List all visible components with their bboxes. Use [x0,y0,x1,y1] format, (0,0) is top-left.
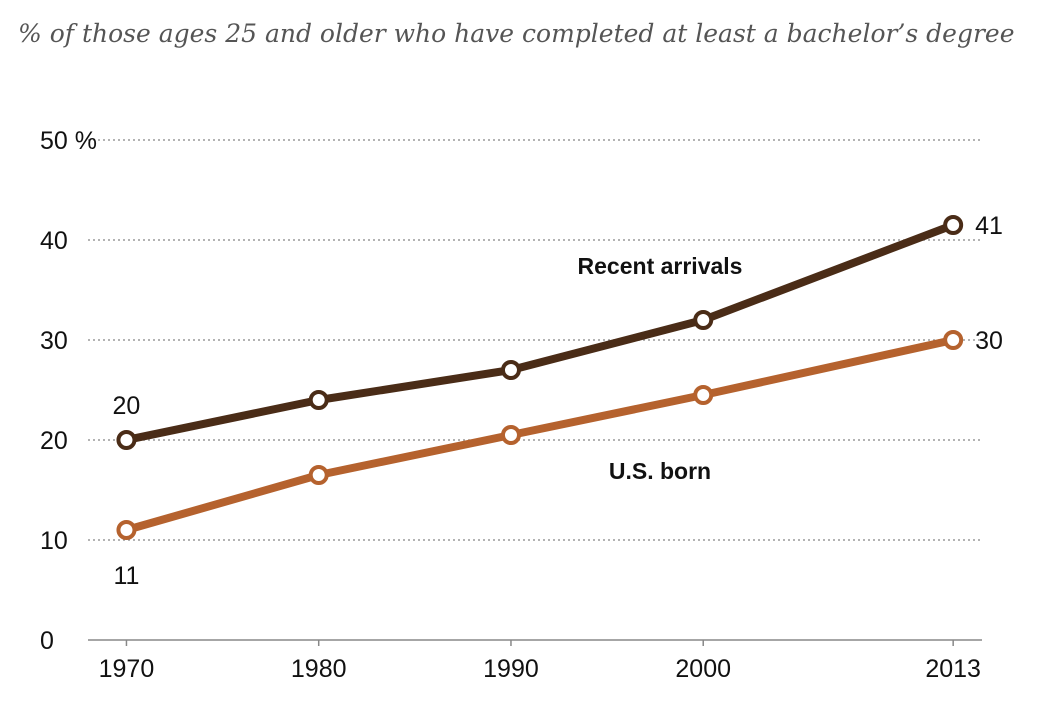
y-tick-label: 20 [40,427,68,455]
series-label-recent-arrivals: Recent arrivals [578,253,743,279]
x-axis-tick-labels: 1970 1980 1990 2000 2013 [99,640,981,683]
data-label-start: 11 [113,562,139,590]
data-point-marker [116,520,137,540]
y-tick-label: 30 [40,327,68,355]
data-label-start: 20 [113,392,141,420]
x-tick-label: 2013 [925,655,981,683]
y-tick-label: 10 [40,527,68,555]
x-tick-label: 2000 [675,655,731,683]
gridlines [88,139,982,641]
y-tick-label: 40 [40,227,68,255]
data-labels: 20 41 11 30 Recent arrivals U.S. born [113,212,1003,590]
data-point-marker [116,430,137,450]
x-tick-label: 1970 [99,655,155,683]
data-label-end: 30 [975,327,1003,355]
data-point-marker [500,360,521,380]
series-line [122,221,958,444]
x-tick-label: 1990 [483,655,539,683]
data-point-marker [500,425,521,445]
series-line [122,336,958,534]
chart-subtitle: % of those ages 25 and older who have co… [18,19,1015,48]
data-point-marker [943,330,964,350]
data-point-marker [943,215,964,235]
x-tick-label: 1980 [291,655,347,683]
y-tick-label: 0 [40,627,54,655]
series-lines [116,215,964,540]
data-point-marker [693,385,714,405]
y-axis-tick-labels: 0 10 20 30 40 50 % [40,127,97,655]
series-label-us-born: U.S. born [609,458,711,484]
y-tick-label: 50 % [40,127,97,155]
data-point-marker [308,465,329,485]
data-point-marker [693,310,714,330]
data-point-marker [308,390,329,410]
data-label-end: 41 [975,212,1003,240]
